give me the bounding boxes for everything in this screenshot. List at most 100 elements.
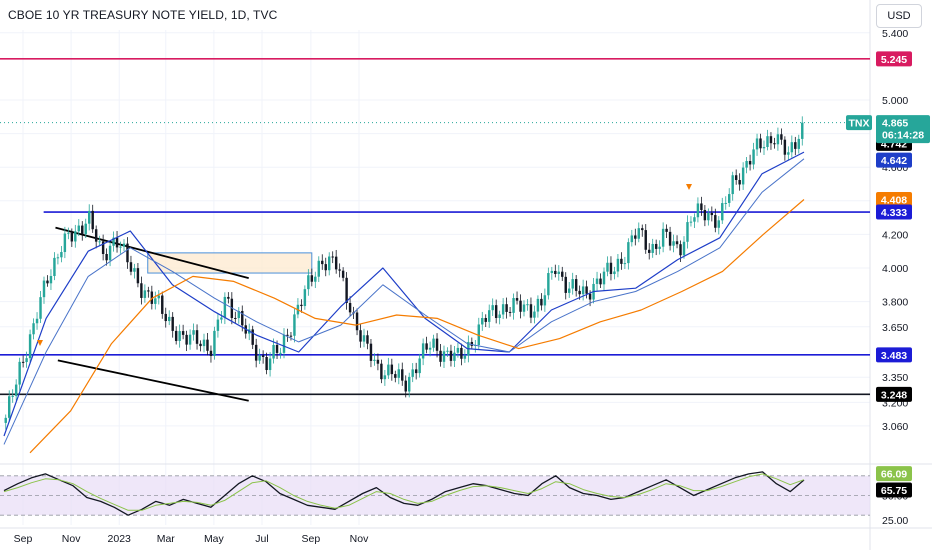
sma-line-2[interactable] (29, 199, 805, 454)
candle-body-226 (790, 142, 794, 153)
candle-body-160 (561, 271, 564, 277)
candle-body-101 (355, 312, 359, 331)
candle-body-60 (213, 330, 216, 356)
price-tag-4 (876, 204, 912, 220)
candle-body-57 (202, 339, 206, 347)
candle-body-227 (794, 142, 797, 149)
price-tick-label-6: 4.000 (882, 263, 908, 275)
candle-body-194 (679, 244, 682, 256)
candle-body-192 (672, 241, 675, 246)
trendline-1[interactable] (57, 359, 249, 402)
candle-body-134 (470, 341, 474, 346)
candle-body-40 (143, 290, 147, 298)
candle-body-127 (446, 350, 449, 352)
candle-body-171 (599, 278, 602, 285)
candle-body-6 (25, 358, 28, 363)
candle-body-82 (289, 335, 293, 337)
consolidation-zone[interactable] (147, 252, 313, 274)
candle-body-202 (707, 212, 710, 221)
candle-body-185 (648, 249, 651, 253)
price-tag-5 (876, 347, 912, 363)
price-tick-label-9: 3.350 (882, 372, 908, 384)
candle-body-9 (35, 318, 39, 324)
candle-body-204 (714, 215, 717, 228)
rsi-line-0[interactable] (3, 471, 805, 516)
chart-title: CBOE 10 YR TREASURY NOTE YIELD, 1D, TVC (8, 8, 278, 22)
price-tag-3 (876, 191, 912, 207)
candle-body-186 (651, 243, 654, 253)
last-price-label: 4.865 (882, 118, 908, 130)
rsi-line-1[interactable] (3, 473, 805, 511)
candle-body-215 (752, 149, 755, 165)
candle-body-22 (81, 225, 84, 235)
candle-body-119 (418, 358, 421, 374)
candle-body-124 (435, 338, 439, 351)
candle-body-117 (411, 369, 414, 377)
candle-body-27 (98, 241, 101, 243)
candle-body-173 (606, 262, 609, 272)
candle-body-18 (67, 232, 70, 234)
candle-body-102 (359, 330, 362, 342)
candle-body-36 (129, 262, 133, 272)
candle-body-193 (675, 241, 679, 245)
time-tick-label-0: Sep (14, 533, 33, 545)
candle-body-143 (501, 304, 505, 315)
time-tick-label-3: Mar (157, 533, 176, 545)
candle-body-153 (536, 298, 540, 312)
candle-body-147 (515, 298, 519, 301)
candle-body-146 (512, 298, 515, 313)
candle-body-224 (783, 139, 787, 155)
candle-body-26 (94, 229, 98, 242)
candle-body-213 (745, 160, 748, 168)
candle-body-35 (126, 243, 129, 263)
sma-line-1[interactable] (3, 158, 805, 445)
candle-body-197 (689, 221, 693, 223)
candle-body-13 (49, 276, 53, 284)
candle-body-104 (366, 335, 369, 344)
candle-body-148 (519, 300, 522, 312)
candle-body-139 (488, 310, 491, 322)
candle-body-206 (721, 203, 724, 221)
candle-body-68 (241, 310, 244, 326)
candle-body-140 (491, 305, 494, 311)
candle-body-88 (310, 275, 314, 282)
candle-body-203 (710, 212, 714, 216)
candle-body-118 (414, 369, 418, 374)
candle-body-188 (658, 246, 661, 249)
candle-body-47 (168, 316, 171, 322)
candle-body-64 (227, 296, 230, 299)
price-tag-label-3: 4.408 (881, 194, 907, 206)
candle-body-125 (439, 350, 442, 362)
candle-body-115 (404, 380, 407, 392)
candle-body-59 (209, 350, 213, 356)
sma-line-0[interactable] (3, 151, 805, 437)
candle-body-200 (700, 203, 703, 210)
price-tick-label-8: 3.650 (882, 322, 908, 334)
last-price-tag (876, 115, 930, 144)
candle-body-45 (161, 295, 164, 314)
currency-button[interactable]: USD (876, 4, 922, 28)
candle-body-190 (665, 228, 668, 232)
candle-body-81 (286, 334, 289, 336)
price-tag-label-6: 3.248 (881, 389, 907, 401)
candle-body-28 (101, 241, 105, 255)
candle-body-97 (341, 270, 345, 278)
candle-body-208 (728, 194, 731, 203)
candle-body-94 (331, 256, 334, 258)
candle-body-159 (557, 271, 560, 274)
candle-body-168 (588, 293, 592, 300)
candle-body-44 (157, 295, 160, 299)
trendline-0[interactable] (55, 226, 249, 279)
candle-body-56 (199, 343, 202, 347)
candle-body-5 (21, 361, 25, 363)
candle-body-158 (554, 270, 557, 274)
rsi-value-tag (876, 482, 912, 498)
signal-marker-icon (686, 184, 692, 190)
time-tick-label-1: Nov (62, 533, 81, 545)
candle-body-164 (574, 279, 578, 291)
candle-body-214 (748, 160, 752, 165)
candle-body-225 (787, 152, 790, 155)
candle-body-198 (693, 217, 696, 222)
candle-body-137 (481, 318, 484, 325)
